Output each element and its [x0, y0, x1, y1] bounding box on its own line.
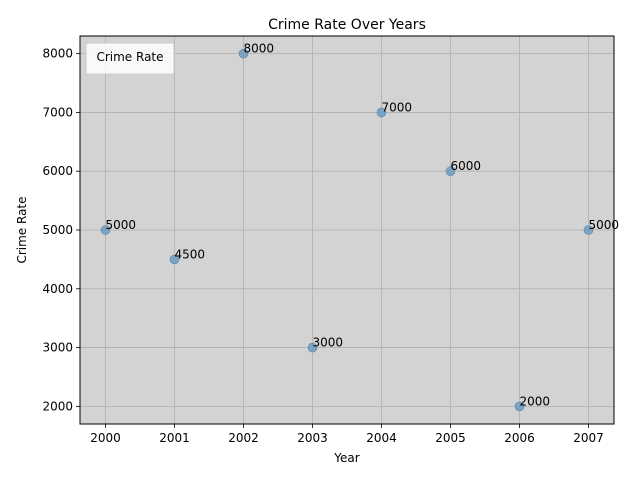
y-tick-label: 6000 — [42, 164, 73, 178]
data-point — [307, 342, 318, 353]
data-label: 3000 — [313, 336, 344, 350]
y-axis-label: Crime Rate — [15, 196, 29, 263]
data-label: 5000 — [588, 218, 619, 232]
data-label: 8000 — [244, 42, 275, 56]
y-tick-label: 5000 — [42, 223, 73, 237]
data-points — [100, 48, 594, 412]
legend-title: Crime Rate — [96, 50, 163, 64]
x-tick-label: 2001 — [159, 431, 190, 445]
y-tick-label: 2000 — [42, 399, 73, 413]
x-tick-label: 2004 — [366, 431, 397, 445]
data-label: 2000 — [519, 394, 550, 408]
x-tick-label: 2005 — [435, 431, 466, 445]
x-tick-label: 2000 — [90, 431, 121, 445]
x-tick-label: 2006 — [504, 431, 535, 445]
y-tick-label: 3000 — [42, 341, 73, 355]
y-axis-ticks: 2000 3000 4000 5000 6000 7000 8000 — [42, 47, 80, 413]
data-point — [514, 401, 525, 412]
legend: Crime Rate — [85, 42, 175, 75]
data-point — [445, 166, 456, 177]
data-label: 4500 — [175, 247, 206, 261]
x-axis-ticks: 2000 2001 2002 2003 2004 2005 2006 2007 — [90, 424, 604, 445]
data-label: 5000 — [106, 218, 137, 232]
data-labels: 5000 4500 8000 3000 7000 6000 2000 5000 — [106, 42, 619, 409]
legend-box — [85, 42, 175, 75]
data-label: 6000 — [450, 159, 481, 173]
data-label: 7000 — [381, 100, 412, 114]
grid — [80, 36, 614, 424]
data-point — [376, 107, 387, 118]
y-tick-label: 7000 — [42, 105, 73, 119]
y-tick-label: 8000 — [42, 47, 73, 61]
x-axis-label: Year — [333, 451, 359, 465]
x-tick-label: 2002 — [228, 431, 259, 445]
data-point — [100, 225, 111, 235]
data-point — [583, 225, 594, 235]
chart-title: Crime Rate Over Years — [268, 17, 426, 33]
data-point — [238, 48, 249, 59]
x-tick-label: 2003 — [297, 431, 328, 445]
x-tick-label: 2007 — [573, 431, 604, 445]
y-tick-label: 4000 — [42, 282, 73, 296]
data-point — [169, 254, 180, 265]
